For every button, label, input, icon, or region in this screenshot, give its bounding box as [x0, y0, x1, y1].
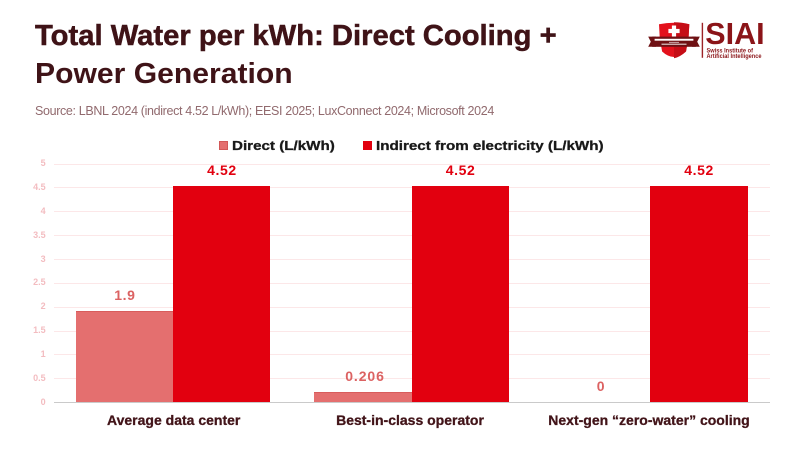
svg-text:Artificial Intelligence: Artificial Intelligence: [707, 53, 762, 60]
svg-text:SIAI: SIAI: [705, 17, 764, 51]
svg-text:Swiss Institute of: Swiss Institute of: [707, 47, 754, 54]
